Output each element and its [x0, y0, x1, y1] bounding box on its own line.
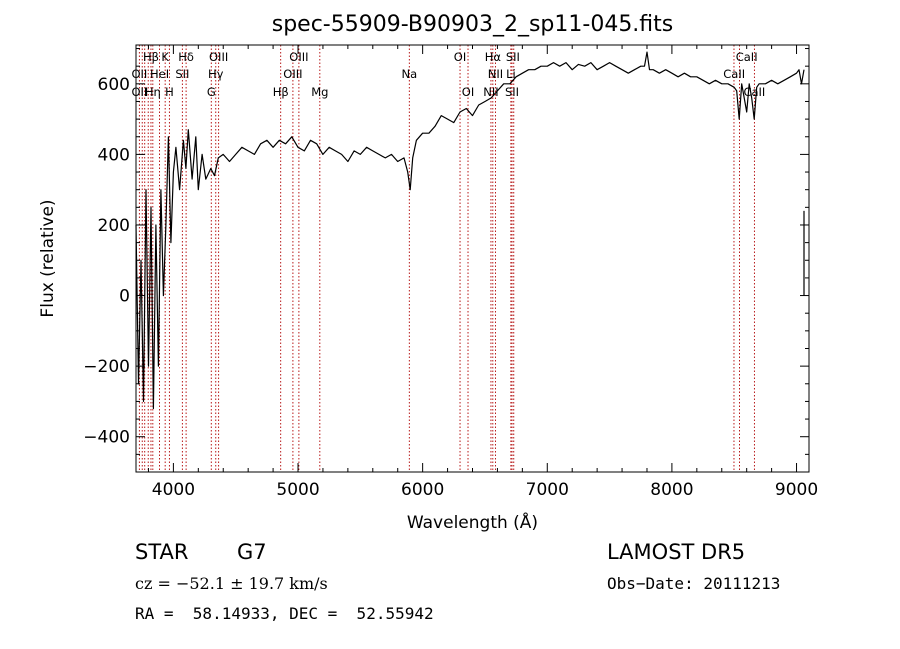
sky-coordinates: RA = 58.14933, DEC = 52.55942 [135, 604, 434, 623]
chart-title: spec-55909-B90903_2_sp11-045.fits [272, 12, 674, 37]
y-tick-label: 600 [98, 75, 130, 95]
line-label: Hγ [208, 67, 224, 81]
redshift-velocity: cz = −52.1 ± 19.7 km/s [135, 574, 328, 593]
line-label: CaII [743, 85, 765, 99]
line-label: Li [506, 67, 516, 81]
line-label: Hη [145, 85, 161, 99]
line-label: OIII [283, 67, 302, 81]
line-label: CaII [736, 50, 758, 64]
x-tick-label: 8000 [650, 480, 693, 500]
y-axis-label: Flux (relative) [38, 199, 58, 317]
y-tick-label: 400 [98, 145, 130, 165]
x-tick-label: 5000 [276, 480, 319, 500]
line-label: G [207, 85, 216, 99]
spectrum-line [135, 51, 805, 410]
line-label: HeI [150, 67, 169, 81]
line-label: OII [131, 67, 147, 81]
observation-date: Obs−Date: 20111213 [607, 574, 781, 593]
x-axis-label: Wavelength (Å) [407, 511, 538, 533]
line-label: SII [175, 67, 189, 81]
line-label: Hβ [273, 85, 289, 99]
plot-frame [135, 44, 810, 473]
line-label: NII [488, 67, 503, 81]
line-label: Mg [311, 85, 328, 99]
line-label: OII [131, 85, 147, 99]
line-label: NII [483, 85, 498, 99]
line-label: OIII [289, 50, 308, 64]
y-tick-label: −400 [83, 428, 130, 448]
x-tick-label: 7000 [526, 480, 569, 500]
line-label: OIII [209, 50, 228, 64]
survey-name: LAMOST DR5 [607, 540, 746, 564]
line-label: OI [454, 50, 466, 64]
line-label: K [161, 50, 169, 64]
line-label: Na [401, 67, 417, 81]
object-subclass: G7 [237, 540, 267, 564]
y-tick-label: −200 [83, 357, 130, 377]
y-tick-label: 200 [98, 216, 130, 236]
line-label: CaII [723, 67, 745, 81]
line-label: OI [462, 85, 474, 99]
y-tick-label: 0 [119, 287, 130, 307]
line-label: SII [506, 50, 520, 64]
object-class: STAR [135, 540, 189, 564]
line-label: H [165, 85, 174, 99]
x-tick-label: 9000 [775, 480, 818, 500]
line-label: Hβ [143, 50, 159, 64]
x-tick-label: 6000 [401, 480, 444, 500]
x-tick-label: 4000 [152, 480, 195, 500]
line-label: Hδ [178, 50, 194, 64]
line-label: SII [505, 85, 519, 99]
line-label: Hα [485, 50, 502, 64]
